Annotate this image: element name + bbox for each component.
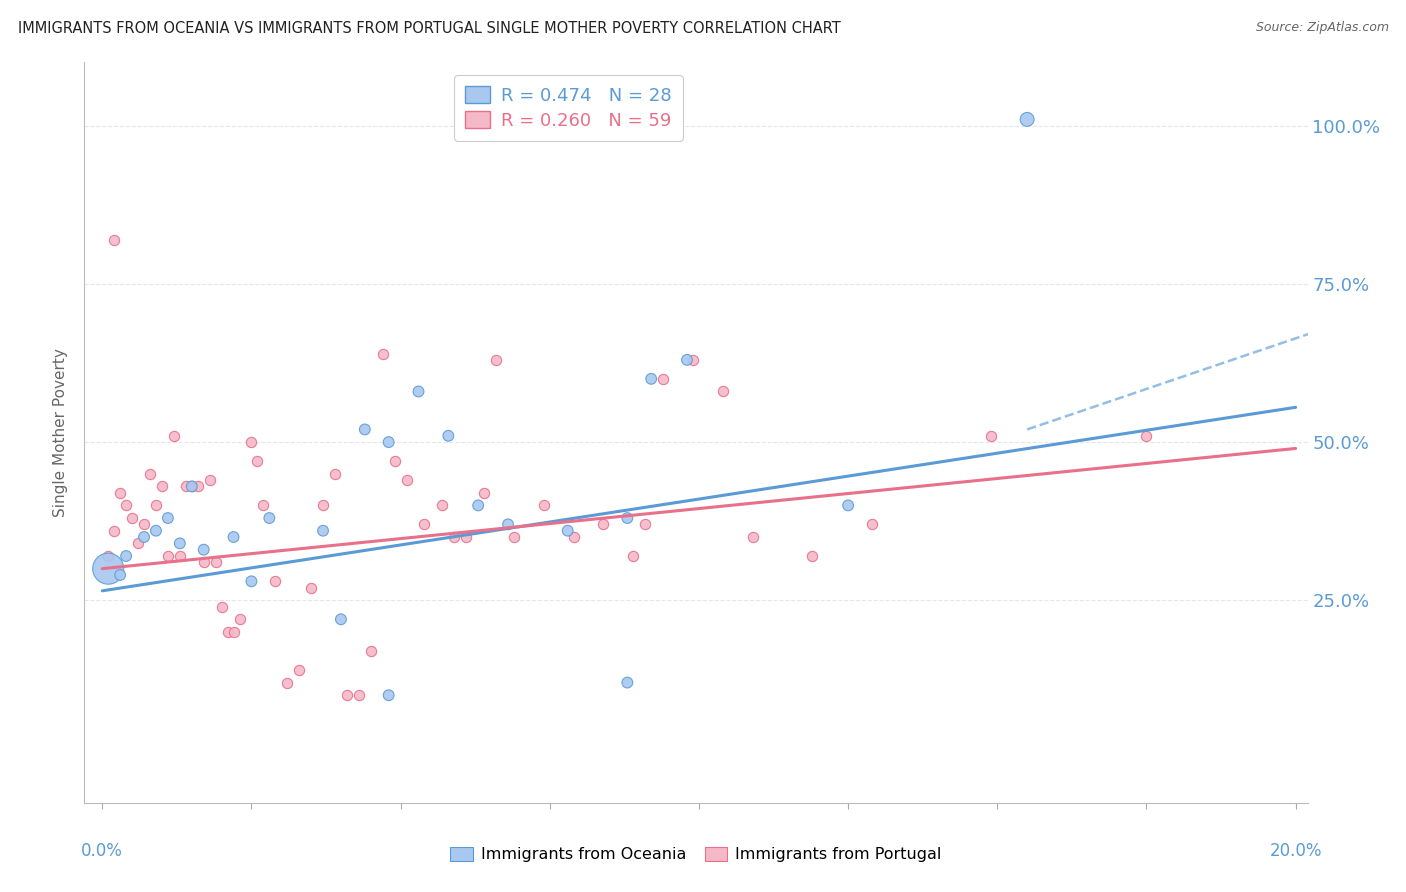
- Point: [240, 435, 263, 450]
- Point: [139, 467, 162, 481]
- Point: [801, 549, 824, 563]
- Point: [108, 568, 131, 582]
- Point: [413, 517, 436, 532]
- Point: [103, 233, 125, 247]
- Point: [980, 429, 1002, 443]
- Point: [652, 372, 675, 386]
- Point: [174, 479, 197, 493]
- Point: [145, 524, 167, 538]
- Point: [163, 429, 186, 443]
- Point: [336, 688, 359, 702]
- Point: [156, 549, 179, 563]
- Point: [1135, 429, 1157, 443]
- Point: [323, 467, 346, 481]
- Point: [127, 536, 149, 550]
- Point: [503, 530, 526, 544]
- Point: [496, 517, 519, 532]
- Point: [299, 581, 322, 595]
- Point: [360, 644, 382, 658]
- Point: [616, 511, 638, 525]
- Point: [682, 352, 704, 367]
- Point: [676, 352, 699, 367]
- Point: [246, 454, 269, 468]
- Point: [222, 530, 245, 544]
- Point: [467, 499, 489, 513]
- Point: [169, 549, 191, 563]
- Point: [193, 542, 215, 557]
- Point: [377, 435, 399, 450]
- Point: [259, 511, 281, 525]
- Point: [443, 530, 465, 544]
- Point: [103, 524, 125, 538]
- Point: [156, 511, 179, 525]
- Y-axis label: Single Mother Poverty: Single Mother Poverty: [53, 348, 69, 517]
- Legend: Immigrants from Oceania, Immigrants from Portugal: Immigrants from Oceania, Immigrants from…: [444, 840, 948, 869]
- Text: 20.0%: 20.0%: [1270, 842, 1322, 860]
- Point: [121, 511, 143, 525]
- Point: [312, 524, 335, 538]
- Point: [228, 612, 250, 626]
- Point: [472, 485, 495, 500]
- Point: [97, 562, 120, 576]
- Point: [312, 499, 335, 513]
- Point: [634, 517, 657, 532]
- Point: [115, 549, 138, 563]
- Point: [353, 422, 375, 436]
- Point: [371, 346, 394, 360]
- Point: [741, 530, 763, 544]
- Point: [837, 499, 859, 513]
- Point: [187, 479, 209, 493]
- Text: Source: ZipAtlas.com: Source: ZipAtlas.com: [1256, 21, 1389, 34]
- Point: [211, 599, 233, 614]
- Point: [860, 517, 883, 532]
- Point: [437, 429, 460, 443]
- Point: [115, 499, 138, 513]
- Point: [711, 384, 734, 399]
- Point: [198, 473, 221, 487]
- Point: [132, 530, 155, 544]
- Point: [217, 624, 239, 639]
- Point: [395, 473, 418, 487]
- Point: [264, 574, 287, 589]
- Text: IMMIGRANTS FROM OCEANIA VS IMMIGRANTS FROM PORTUGAL SINGLE MOTHER POVERTY CORREL: IMMIGRANTS FROM OCEANIA VS IMMIGRANTS FR…: [18, 21, 841, 36]
- Point: [640, 372, 662, 386]
- Point: [97, 549, 120, 563]
- Point: [180, 479, 202, 493]
- Point: [456, 530, 478, 544]
- Point: [432, 499, 454, 513]
- Point: [276, 675, 298, 690]
- Point: [150, 479, 173, 493]
- Point: [377, 688, 399, 702]
- Point: [169, 536, 191, 550]
- Point: [204, 555, 226, 569]
- Point: [384, 454, 406, 468]
- Point: [222, 624, 245, 639]
- Point: [132, 517, 155, 532]
- Point: [329, 612, 352, 626]
- Point: [616, 675, 638, 690]
- Point: [533, 499, 555, 513]
- Point: [180, 479, 202, 493]
- Point: [347, 688, 370, 702]
- Point: [145, 499, 167, 513]
- Point: [1017, 112, 1039, 127]
- Point: [240, 574, 263, 589]
- Point: [252, 499, 274, 513]
- Point: [557, 524, 579, 538]
- Point: [108, 485, 131, 500]
- Point: [562, 530, 585, 544]
- Point: [621, 549, 644, 563]
- Text: 0.0%: 0.0%: [82, 842, 124, 860]
- Point: [288, 663, 311, 677]
- Point: [408, 384, 430, 399]
- Point: [193, 555, 215, 569]
- Point: [485, 352, 508, 367]
- Point: [592, 517, 614, 532]
